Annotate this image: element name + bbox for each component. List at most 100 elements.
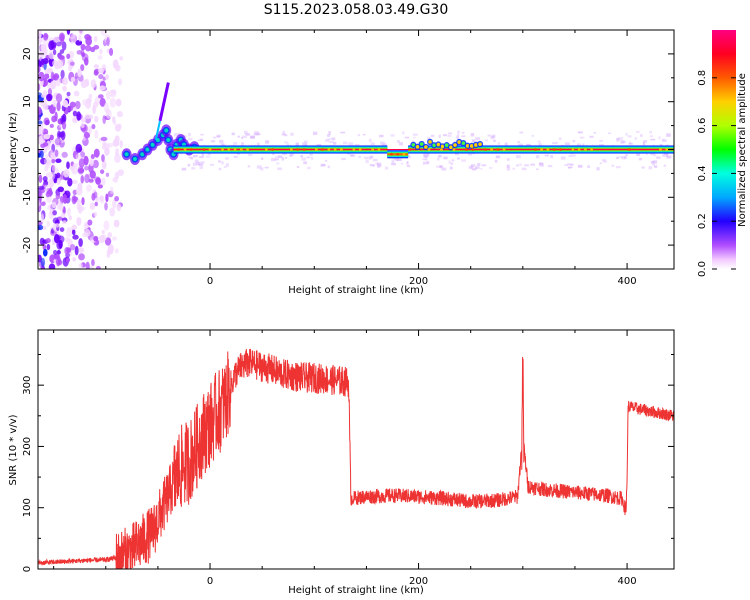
spectrogram-cell bbox=[42, 225, 47, 231]
spectrogram-cell bbox=[455, 153, 459, 156]
spectrogram-cell bbox=[78, 34, 82, 42]
spectrogram-cell bbox=[80, 122, 85, 129]
spectrogram-cell bbox=[69, 243, 76, 251]
spectrogram-cell bbox=[74, 245, 79, 256]
spectrogram-cell bbox=[611, 164, 615, 167]
spectrogram-cell bbox=[71, 179, 78, 185]
spectrogram-cell bbox=[457, 132, 460, 136]
spectrogram-cell bbox=[55, 257, 61, 267]
spectrogram-cell bbox=[109, 97, 117, 108]
spectrogram-cell bbox=[78, 262, 83, 269]
spectrogram-cell bbox=[67, 177, 73, 187]
spectrogram-cell bbox=[289, 152, 294, 156]
spectrogram-cell bbox=[369, 138, 372, 143]
spectrogram-cell bbox=[517, 141, 520, 144]
spectrogram-cell bbox=[88, 93, 93, 99]
spectrogram-y-axis-label: Frequency (Hz) bbox=[8, 112, 19, 188]
spectrogram-cell bbox=[166, 137, 171, 142]
spectrogram-cell bbox=[295, 142, 300, 146]
spectrogram-cell bbox=[377, 165, 381, 169]
spectrogram-cell bbox=[256, 165, 262, 169]
spectrogram-cell bbox=[80, 64, 85, 72]
spectrogram-cell bbox=[271, 148, 274, 151]
spectrogram-cell bbox=[512, 167, 515, 170]
spectrogram-cell bbox=[105, 172, 110, 177]
spectrogram-cell bbox=[432, 143, 436, 148]
spectrogram-cell bbox=[227, 148, 231, 151]
spectrogram-cell bbox=[365, 159, 369, 164]
spectrogram-cell bbox=[68, 215, 73, 221]
spectrogram-cell bbox=[189, 148, 193, 151]
spectrogram-cell bbox=[70, 76, 76, 83]
spectrogram-cell bbox=[210, 140, 216, 143]
spectrogram-cell bbox=[636, 153, 641, 156]
spectrogram-cell bbox=[40, 58, 45, 66]
spectrogram-cell bbox=[391, 163, 396, 166]
x-tick-label: 200 bbox=[409, 276, 428, 287]
spectrogram-cell bbox=[436, 165, 441, 168]
x-tick-label: 400 bbox=[618, 276, 637, 287]
spectrogram-cell bbox=[348, 142, 354, 146]
spectrogram-cell bbox=[621, 156, 626, 160]
spectrogram-cell bbox=[101, 160, 107, 170]
spectrogram-cell bbox=[80, 44, 86, 51]
spectrogram-cell bbox=[81, 197, 85, 206]
spectrogram-cell bbox=[358, 148, 362, 151]
spectrogram-cell bbox=[444, 143, 449, 148]
spectrogram-cell bbox=[99, 195, 105, 204]
spectrogram-cell bbox=[49, 123, 54, 128]
spectrogram-cell bbox=[62, 113, 67, 124]
spectrogram-cell bbox=[72, 234, 79, 240]
spectrogram-cell bbox=[440, 148, 443, 151]
spectrogram-cell bbox=[552, 148, 556, 151]
spectrogram-cell bbox=[45, 191, 51, 198]
spectrogram-cell bbox=[340, 131, 346, 134]
spectrogram-cell bbox=[347, 152, 351, 155]
spectrogram-cell bbox=[301, 157, 306, 161]
spectrogram-cell bbox=[105, 193, 109, 203]
spectrogram-cell bbox=[194, 159, 199, 163]
spectrogram-cell bbox=[43, 157, 51, 166]
snr-series-line bbox=[38, 348, 674, 569]
spectrogram-cell bbox=[363, 156, 369, 160]
spectrogram-cell bbox=[277, 167, 282, 171]
spectrogram-cell bbox=[295, 143, 299, 147]
spectrogram-cell bbox=[57, 186, 65, 193]
spectrogram-cell bbox=[55, 167, 59, 175]
spectrogram-cell bbox=[94, 176, 101, 182]
spectrogram-cell bbox=[65, 257, 70, 263]
x-tick-label: 0 bbox=[207, 576, 213, 587]
spectrogram-cell bbox=[42, 47, 48, 56]
spectrogram-cell bbox=[110, 89, 117, 94]
spectrogram-cell bbox=[411, 143, 416, 147]
spectrogram-cell bbox=[225, 157, 229, 160]
spectrogram-cell bbox=[65, 237, 70, 243]
spectrogram-cell bbox=[653, 165, 658, 168]
spectrogram-cell bbox=[659, 148, 662, 151]
spectrogram-cell bbox=[80, 48, 85, 57]
spectrogram-cell bbox=[436, 157, 440, 161]
spectrogram-cell bbox=[50, 71, 55, 81]
spectrogram-cell bbox=[66, 247, 72, 253]
spectrogram-cell bbox=[150, 142, 155, 147]
chart-title: S115.2023.058.03.49.G30 bbox=[264, 2, 449, 18]
spectrogram-cell bbox=[83, 221, 89, 230]
spectrogram-cell bbox=[52, 59, 59, 67]
spectrogram-cell bbox=[412, 136, 416, 139]
spectrogram-cell bbox=[488, 167, 493, 169]
spectrogram-cell bbox=[261, 157, 264, 160]
spectrogram-cell bbox=[309, 153, 313, 156]
spectrogram-cell bbox=[419, 142, 424, 146]
spectrogram-cell bbox=[48, 263, 56, 269]
spectrogram-cell bbox=[311, 157, 314, 160]
spectrogram-cell bbox=[76, 111, 81, 121]
spectrogram-cell bbox=[177, 132, 181, 136]
spectrogram-cell bbox=[112, 199, 117, 209]
spectrogram-cell bbox=[66, 53, 71, 60]
spectrogram-cell bbox=[468, 165, 472, 169]
spectrogram-cell bbox=[231, 132, 235, 136]
spectrogram-cell bbox=[119, 140, 123, 148]
spectrogram-cell bbox=[461, 131, 465, 134]
spectrogram-cell bbox=[663, 164, 667, 167]
